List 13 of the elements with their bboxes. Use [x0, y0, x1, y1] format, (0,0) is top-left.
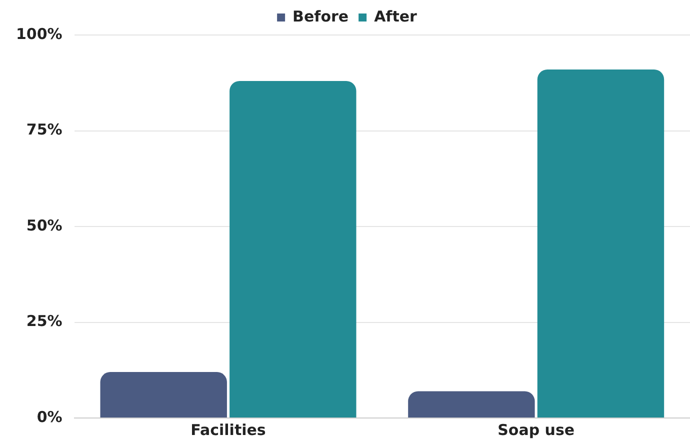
bar: [408, 391, 535, 418]
x-tick-label: Soap use: [498, 420, 575, 439]
legend-label: Before: [292, 7, 349, 26]
legend-label: After: [374, 7, 418, 26]
x-tick-label: Facilities: [190, 420, 266, 439]
y-tick-label: 100%: [16, 24, 62, 43]
y-tick-label: 75%: [26, 120, 62, 139]
y-tick-label: 25%: [26, 312, 62, 330]
y-tick-label: 0%: [36, 408, 62, 426]
bar: [537, 69, 664, 418]
bar: [100, 372, 227, 418]
y-tick-label: 50%: [26, 216, 62, 234]
bar: [230, 80, 356, 418]
